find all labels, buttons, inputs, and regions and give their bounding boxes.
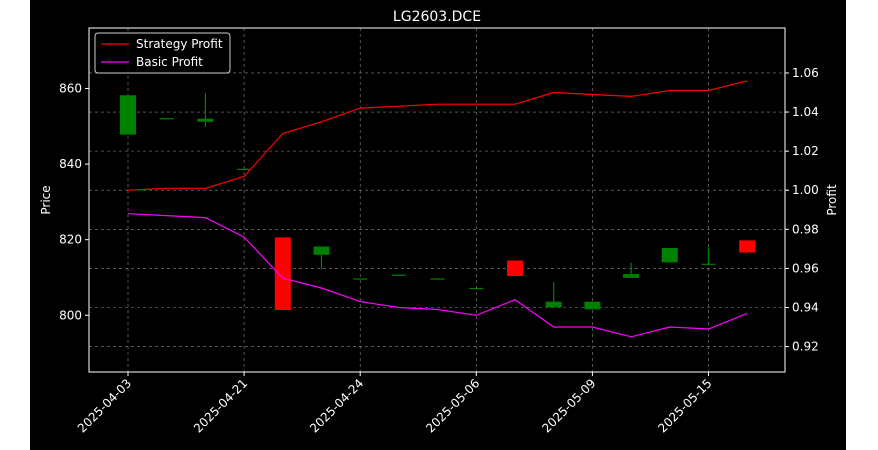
candle-down xyxy=(739,240,756,253)
y-tick-label-right: 1.06 xyxy=(792,66,819,80)
y-tick-label-left: 840 xyxy=(59,157,82,171)
legend-label-basic-profit: Basic Profit xyxy=(136,55,203,69)
candle-up xyxy=(545,282,562,308)
legend: Strategy Profit Basic Profit xyxy=(94,32,231,74)
y-tick-label-right: 1.04 xyxy=(792,105,819,119)
legend-box xyxy=(94,32,231,74)
candle-down xyxy=(507,260,523,276)
y-axis-label-right: Profit xyxy=(825,184,839,216)
candle-body xyxy=(274,237,291,311)
figure-background xyxy=(30,0,846,450)
basic-profit-line xyxy=(127,213,748,338)
candle-body xyxy=(313,246,330,255)
y-tick-label-left: 800 xyxy=(59,308,82,322)
candle-up xyxy=(701,246,716,265)
y-tick-label-left: 860 xyxy=(59,81,82,95)
candlesticks xyxy=(120,92,756,311)
y-tick-label-left: 820 xyxy=(59,233,82,247)
candle-body xyxy=(623,274,640,278)
chart-title: LG2603.DCE xyxy=(393,9,481,25)
candle-body xyxy=(739,240,756,253)
candle-up xyxy=(661,248,678,263)
candle-body xyxy=(545,301,562,308)
y-tick-label-right: 0.96 xyxy=(792,261,819,275)
profit-lines xyxy=(127,80,748,338)
candle-up xyxy=(584,301,601,310)
y-tick-label-right: 0.98 xyxy=(792,222,819,236)
strategy-profit-line xyxy=(127,80,748,191)
legend-label-strategy-profit: Strategy Profit xyxy=(136,37,223,51)
candle-down xyxy=(274,237,291,311)
candle-body xyxy=(507,260,523,276)
axes-frame xyxy=(88,27,786,373)
y-tick-label-right: 1.00 xyxy=(792,183,819,197)
y-tick-label-right: 0.92 xyxy=(792,340,819,354)
y-tick-label-right: 0.94 xyxy=(792,301,819,315)
candle-body xyxy=(120,95,136,135)
y-tick-label-right: 1.02 xyxy=(792,144,819,158)
candle-body xyxy=(584,301,601,310)
grid xyxy=(89,28,785,372)
candle-up xyxy=(313,246,330,270)
candle-body xyxy=(197,118,214,122)
candle-up xyxy=(623,262,640,278)
candle-body xyxy=(661,248,678,263)
candle-up xyxy=(197,92,214,128)
y-axis-label-left: Price xyxy=(39,185,53,214)
candle-up xyxy=(120,95,136,135)
